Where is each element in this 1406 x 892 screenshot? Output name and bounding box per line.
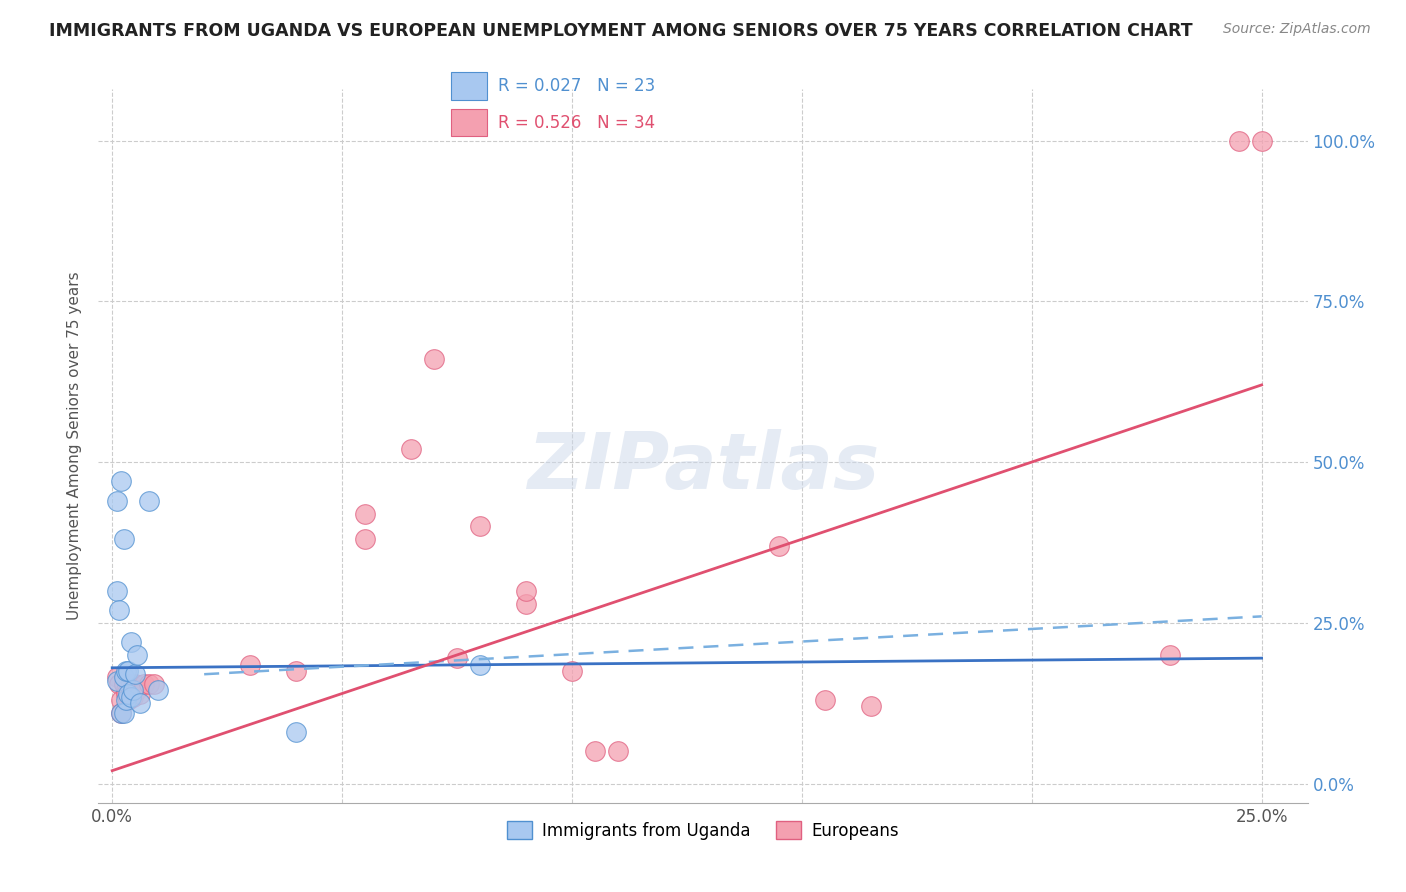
Point	[112, 533, 135, 547]
Point	[607, 744, 630, 758]
Point	[127, 683, 149, 698]
Point	[423, 352, 446, 367]
Point	[105, 670, 128, 684]
Point	[148, 683, 170, 698]
Point	[138, 493, 160, 508]
Point	[120, 635, 142, 649]
Point	[108, 603, 131, 617]
Point	[561, 664, 583, 678]
Point	[1250, 134, 1272, 148]
Point	[768, 539, 790, 553]
Point	[120, 677, 142, 691]
Point	[134, 677, 156, 691]
Point	[138, 677, 160, 691]
Point	[115, 693, 138, 707]
Point	[1159, 648, 1181, 662]
Point	[112, 677, 135, 691]
Point	[859, 699, 882, 714]
Point	[399, 442, 422, 457]
Point	[122, 690, 145, 704]
Point	[285, 664, 308, 678]
Point	[124, 667, 146, 681]
FancyBboxPatch shape	[451, 72, 486, 100]
Point	[105, 493, 128, 508]
Point	[105, 673, 128, 688]
Point	[120, 683, 142, 698]
Point	[110, 475, 132, 489]
Legend: Immigrants from Uganda, Europeans: Immigrants from Uganda, Europeans	[499, 814, 907, 848]
Point	[354, 533, 377, 547]
Point	[354, 507, 377, 521]
Point	[446, 651, 468, 665]
Point	[117, 664, 139, 678]
Point	[115, 664, 138, 678]
Point	[115, 683, 138, 698]
Point	[468, 519, 491, 533]
Point	[120, 690, 142, 704]
Point	[128, 686, 150, 700]
Point	[239, 657, 262, 672]
Point	[105, 583, 128, 598]
Point	[112, 706, 135, 720]
Point	[142, 677, 165, 691]
Point	[110, 706, 132, 720]
Point	[128, 696, 150, 710]
Point	[124, 677, 146, 691]
Point	[117, 686, 139, 700]
Text: R = 0.526   N = 34: R = 0.526 N = 34	[498, 114, 655, 132]
Point	[127, 648, 149, 662]
Point	[110, 706, 132, 720]
FancyBboxPatch shape	[451, 109, 486, 136]
Text: Source: ZipAtlas.com: Source: ZipAtlas.com	[1223, 22, 1371, 37]
Text: IMMIGRANTS FROM UGANDA VS EUROPEAN UNEMPLOYMENT AMONG SENIORS OVER 75 YEARS CORR: IMMIGRANTS FROM UGANDA VS EUROPEAN UNEMP…	[49, 22, 1192, 40]
Y-axis label: Unemployment Among Seniors over 75 years: Unemployment Among Seniors over 75 years	[67, 272, 83, 620]
Point	[110, 693, 132, 707]
Point	[468, 657, 491, 672]
Point	[515, 583, 537, 598]
Point	[112, 670, 135, 684]
Point	[814, 693, 837, 707]
Point	[108, 677, 131, 691]
Point	[1227, 134, 1250, 148]
Point	[515, 597, 537, 611]
Point	[122, 683, 145, 698]
Point	[117, 693, 139, 707]
Point	[583, 744, 606, 758]
Text: ZIPatlas: ZIPatlas	[527, 429, 879, 506]
Point	[115, 686, 138, 700]
Text: R = 0.027   N = 23: R = 0.027 N = 23	[498, 77, 655, 95]
Point	[285, 725, 308, 739]
